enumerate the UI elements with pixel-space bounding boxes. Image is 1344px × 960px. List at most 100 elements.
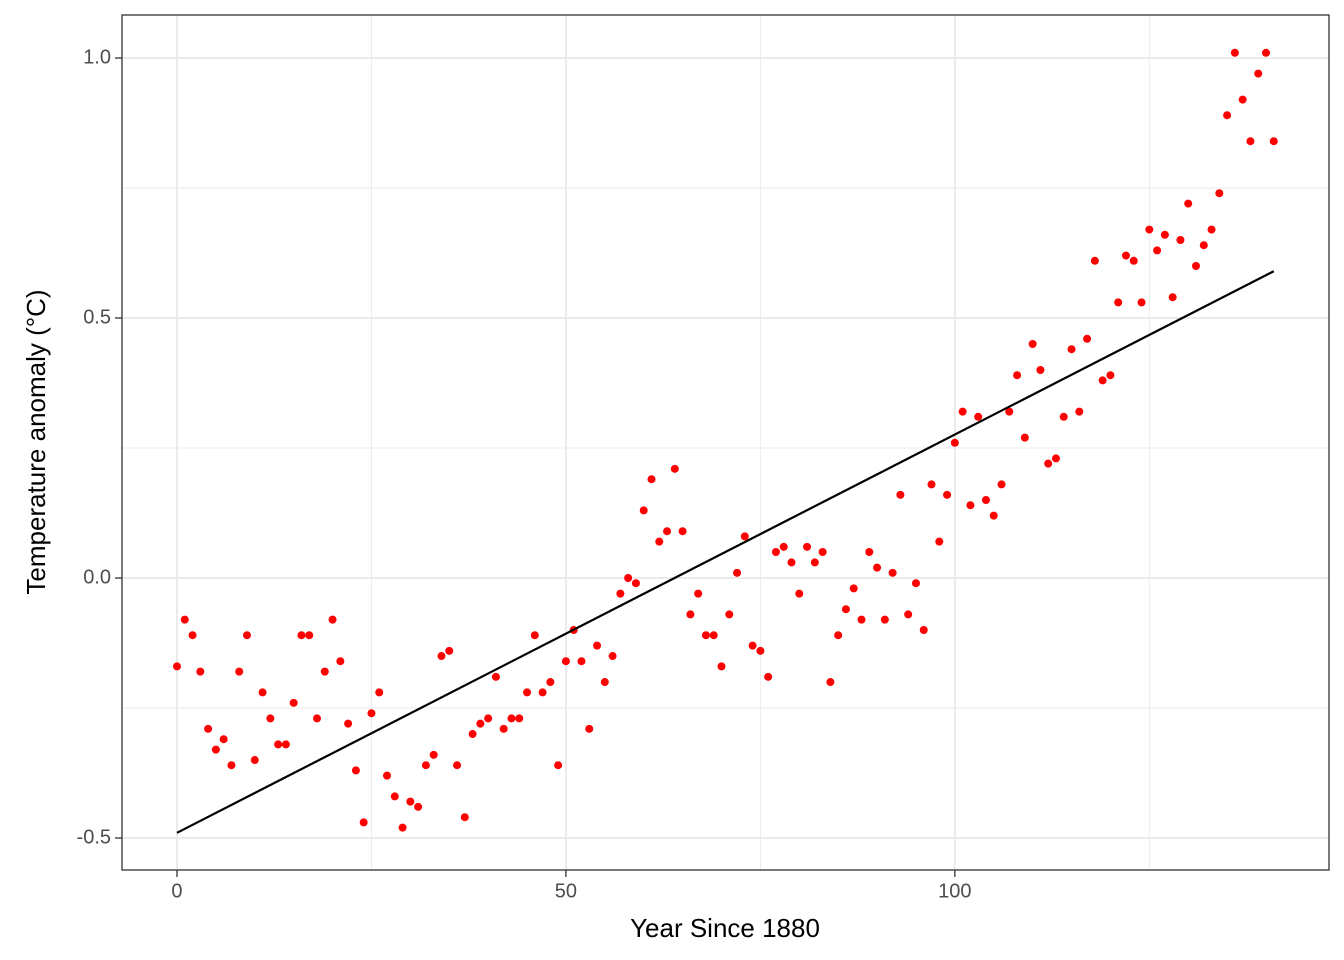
- data-point: [468, 730, 477, 739]
- marks: [172, 48, 1278, 834]
- data-point: [281, 740, 290, 749]
- data-point: [600, 678, 609, 687]
- data-point: [593, 641, 602, 650]
- data-point: [1269, 137, 1278, 146]
- data-point: [655, 537, 664, 546]
- data-point: [865, 548, 874, 557]
- data-point: [857, 615, 866, 624]
- data-point: [670, 464, 679, 473]
- data-point: [406, 797, 415, 806]
- data-point: [624, 574, 633, 583]
- data-point: [211, 745, 220, 754]
- data-point: [1230, 48, 1239, 57]
- data-point: [390, 792, 399, 801]
- data-point: [1129, 256, 1138, 265]
- data-point: [873, 563, 882, 572]
- data-point: [748, 641, 757, 650]
- y-tick-label: 1.0: [83, 46, 111, 68]
- data-point: [1121, 251, 1130, 260]
- y-tick-label: 0.0: [83, 566, 111, 588]
- data-point: [818, 548, 827, 557]
- data-point: [1176, 236, 1185, 245]
- data-point: [950, 438, 959, 447]
- data-point: [880, 615, 889, 624]
- data-point: [997, 480, 1006, 489]
- data-point: [250, 756, 259, 765]
- data-point: [927, 480, 936, 489]
- data-point: [383, 771, 392, 780]
- data-point: [834, 631, 843, 640]
- data-point: [647, 475, 656, 484]
- data-point: [585, 724, 594, 733]
- data-point: [1160, 230, 1169, 239]
- data-point: [328, 615, 337, 624]
- data-point: [499, 724, 508, 733]
- data-point: [274, 740, 283, 749]
- data-point: [678, 527, 687, 536]
- data-point: [826, 678, 835, 687]
- data-point: [1013, 371, 1022, 380]
- data-point: [1098, 376, 1107, 385]
- data-point: [266, 714, 275, 723]
- data-point: [172, 662, 181, 671]
- data-point: [258, 688, 267, 697]
- data-point: [756, 646, 765, 655]
- x-tick-label: 50: [555, 880, 577, 902]
- data-point: [958, 407, 967, 416]
- data-point: [810, 558, 819, 567]
- data-point: [1238, 95, 1247, 104]
- data-point: [771, 548, 780, 557]
- data-point: [453, 761, 462, 770]
- data-point: [779, 542, 788, 551]
- data-point: [989, 511, 998, 520]
- data-point: [935, 537, 944, 546]
- data-point: [974, 412, 983, 421]
- data-point: [663, 527, 672, 536]
- data-point: [1207, 225, 1216, 234]
- data-point: [1114, 298, 1123, 307]
- data-point: [1223, 111, 1232, 120]
- data-point: [795, 589, 804, 598]
- data-point: [297, 631, 306, 640]
- data-point: [530, 631, 539, 640]
- data-point: [709, 631, 718, 640]
- data-point: [1191, 262, 1200, 271]
- data-point: [1075, 407, 1084, 416]
- x-tick-label: 100: [938, 880, 971, 902]
- data-point: [1051, 454, 1060, 463]
- data-point: [686, 610, 695, 619]
- data-point: [1246, 137, 1255, 146]
- data-point: [1036, 366, 1045, 375]
- data-point: [1083, 334, 1092, 343]
- x-axis-title: Year Since 1880: [630, 913, 820, 943]
- data-point: [437, 652, 446, 661]
- data-point: [1199, 241, 1208, 250]
- data-point: [227, 761, 236, 770]
- y-tick-label: -0.5: [77, 826, 111, 848]
- data-point: [896, 490, 905, 499]
- trend-line: [176, 270, 1275, 834]
- data-point: [1153, 246, 1162, 255]
- data-point: [523, 688, 532, 697]
- data-point: [484, 714, 493, 723]
- data-point: [616, 589, 625, 598]
- data-point: [320, 667, 329, 676]
- data-point: [1067, 345, 1076, 354]
- data-point: [981, 496, 990, 505]
- data-point: [1261, 48, 1270, 57]
- y-axis-title: Temperature anomaly (°C): [21, 289, 51, 594]
- data-point: [515, 714, 524, 723]
- panel-border: [121, 14, 1330, 871]
- y-tick-label: 0.5: [83, 306, 111, 328]
- data-point: [313, 714, 322, 723]
- data-point: [491, 672, 500, 681]
- data-point: [219, 735, 228, 744]
- data-point: [1106, 371, 1115, 380]
- data-point: [561, 657, 570, 666]
- data-point: [966, 501, 975, 510]
- data-point: [359, 818, 368, 827]
- data-point: [1145, 225, 1154, 234]
- data-point: [421, 761, 430, 770]
